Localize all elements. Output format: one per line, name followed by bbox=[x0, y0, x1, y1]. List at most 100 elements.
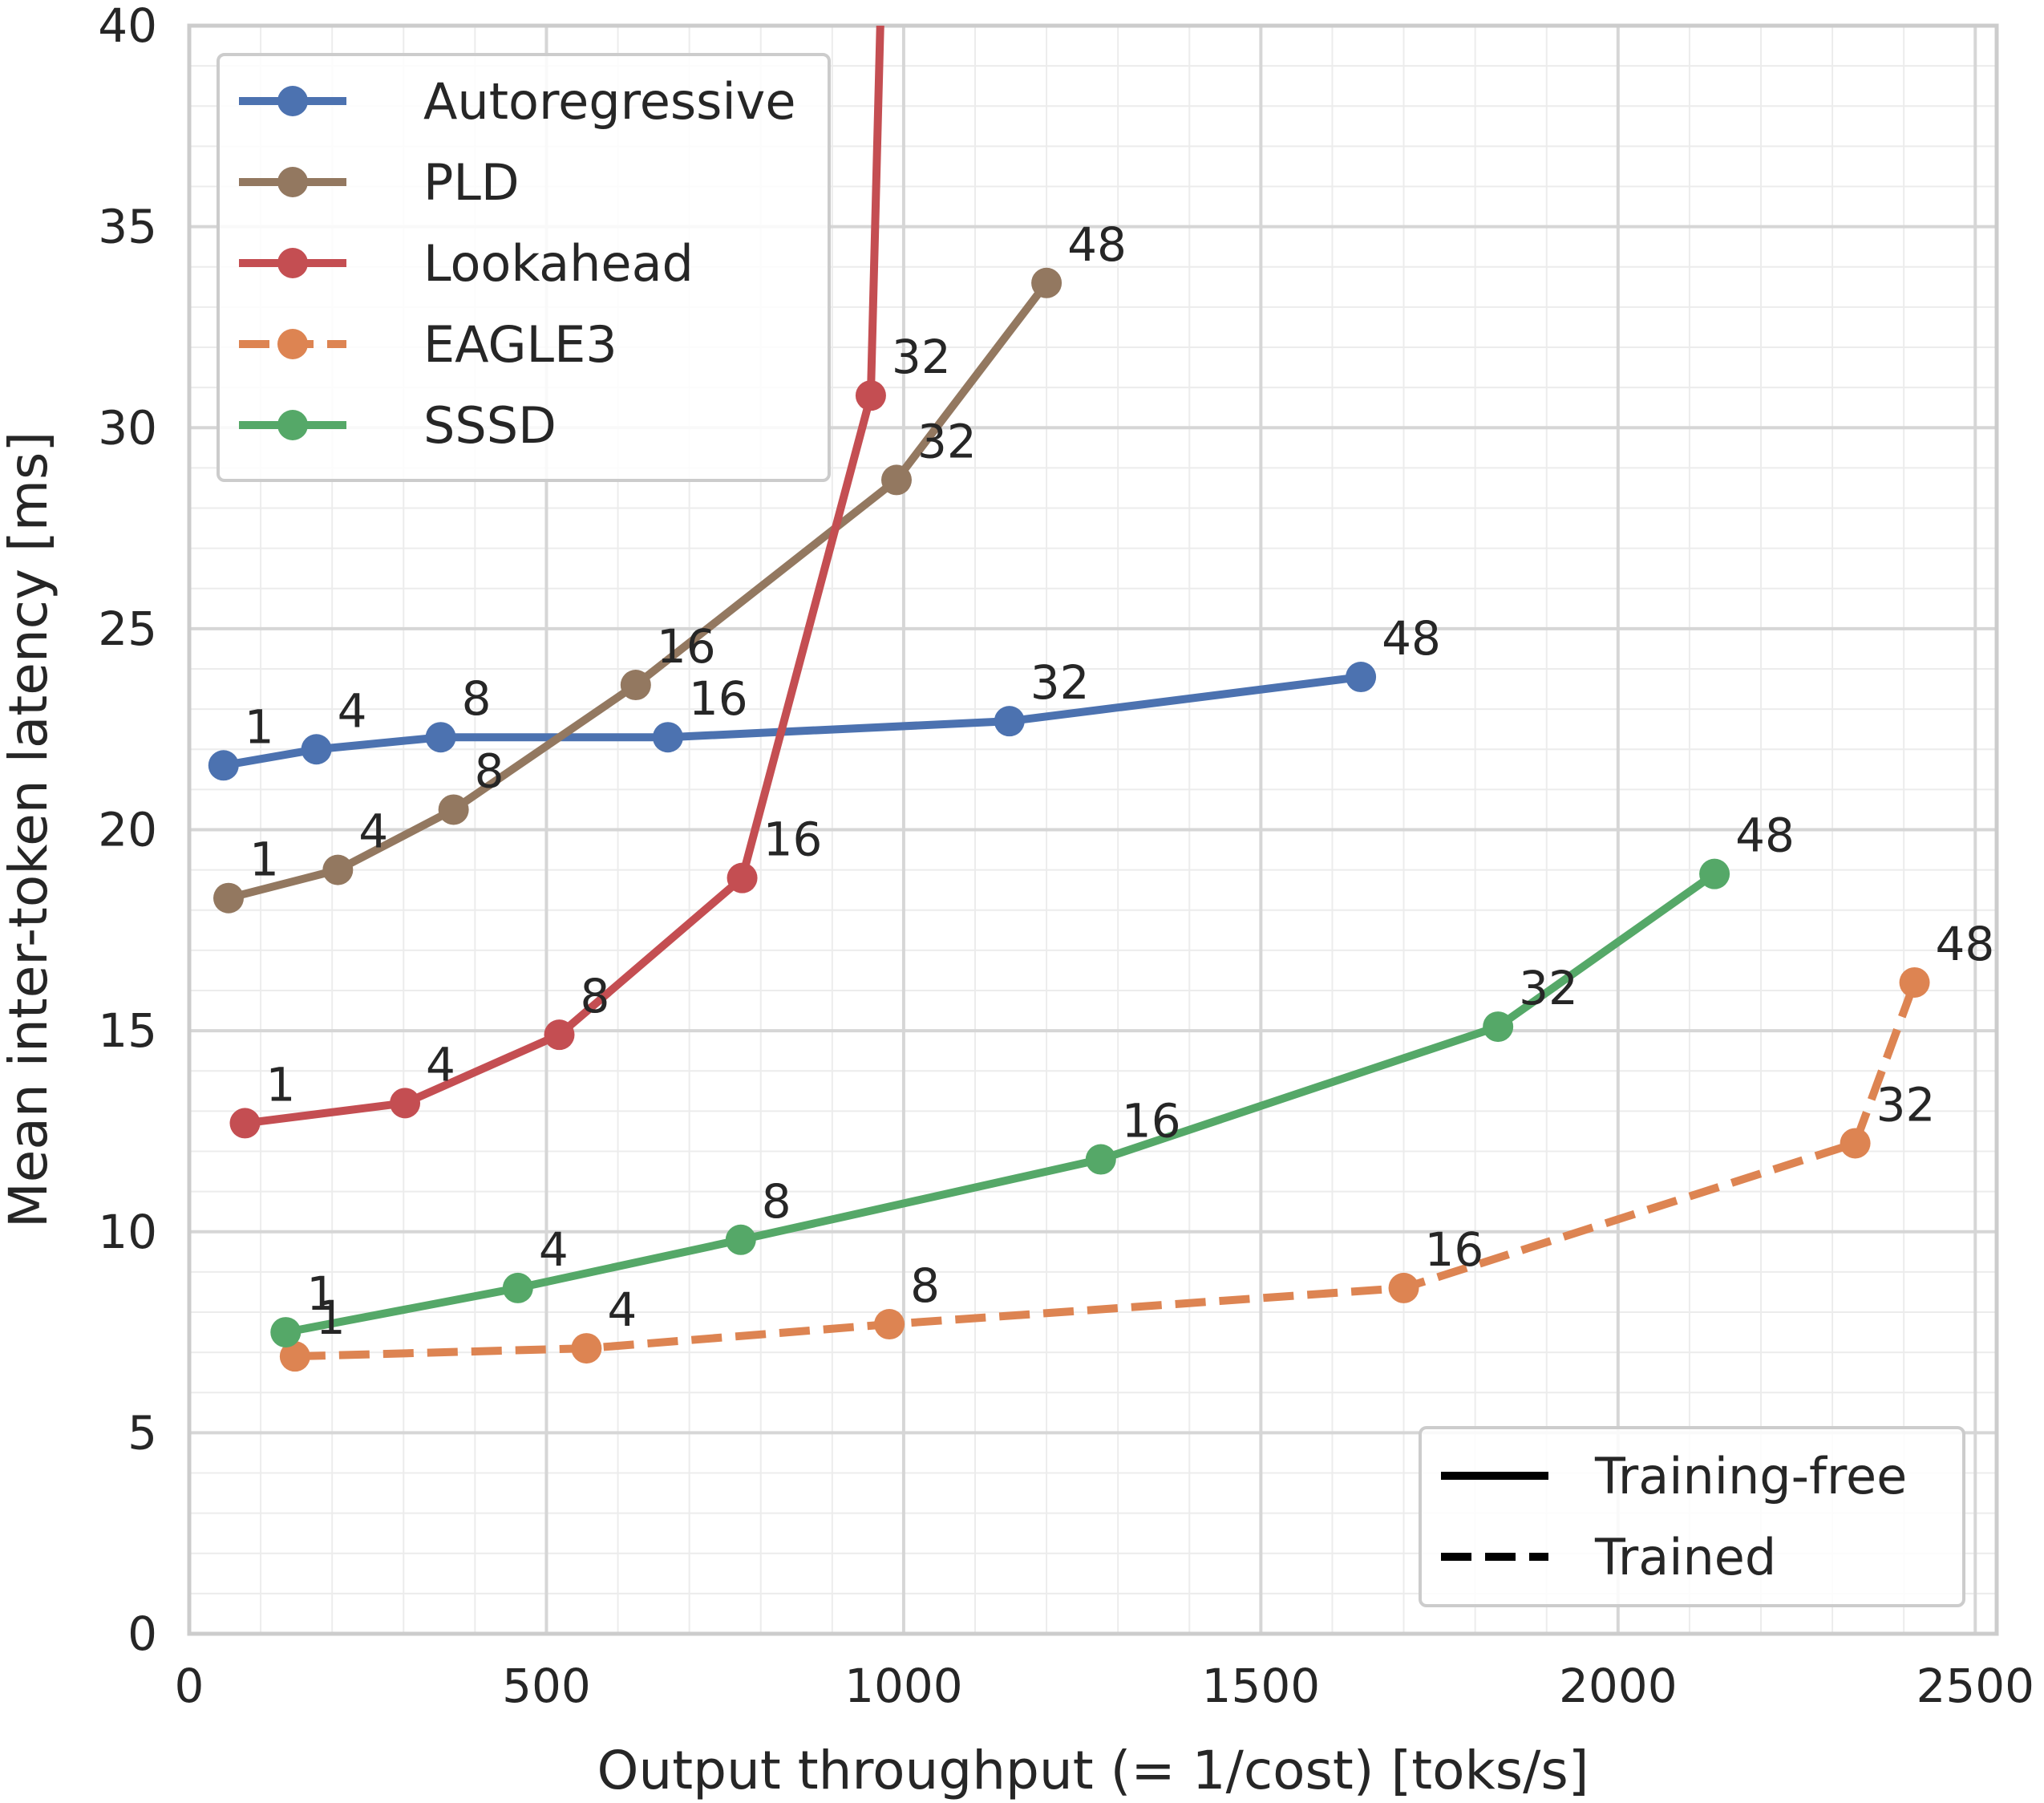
data-label-eagle3: 48 bbox=[1936, 917, 1995, 971]
series-legend: Autoregressive PLD Lookahead EAGLE3 SSSD bbox=[217, 53, 831, 482]
data-point-pld bbox=[438, 794, 469, 825]
data-label-autoregressive: 1 bbox=[245, 699, 274, 754]
y-tick-label: 15 bbox=[98, 1003, 157, 1058]
y-tick-label: 0 bbox=[127, 1606, 157, 1661]
data-point-eagle3 bbox=[279, 1341, 310, 1372]
plot-frame bbox=[187, 23, 1999, 1636]
data-point-eagle3 bbox=[1840, 1128, 1871, 1159]
style-legend-label-dashed: Trained bbox=[1594, 1528, 1776, 1586]
style-legend-label-solid: Training-free bbox=[1594, 1447, 1907, 1505]
series-sssd bbox=[270, 858, 1730, 1348]
data-point-lookahead bbox=[390, 1088, 421, 1119]
data-label-pld: 8 bbox=[475, 743, 504, 798]
data-label-lookahead: 1 bbox=[265, 1057, 295, 1112]
y-tick-label: 30 bbox=[98, 400, 157, 455]
data-label-lookahead: 8 bbox=[580, 969, 609, 1023]
data-label-pld: 32 bbox=[917, 414, 977, 468]
data-point-eagle3 bbox=[874, 1309, 905, 1340]
data-label-lookahead: 4 bbox=[426, 1037, 455, 1092]
legend-marker-autoregressive bbox=[277, 86, 308, 116]
data-point-sssd bbox=[502, 1272, 533, 1303]
y-tick-label: 40 bbox=[98, 0, 157, 53]
data-label-autoregressive: 8 bbox=[462, 671, 492, 726]
data-point-pld bbox=[1031, 267, 1062, 298]
legend-label-autoregressive: Autoregressive bbox=[423, 72, 796, 131]
data-label-sssd: 8 bbox=[762, 1174, 791, 1229]
data-point-eagle3 bbox=[1899, 966, 1930, 998]
data-label-eagle3: 16 bbox=[1425, 1222, 1484, 1277]
y-tick-label: 20 bbox=[98, 803, 157, 857]
data-point-sssd bbox=[725, 1224, 756, 1255]
data-point-lookahead bbox=[855, 380, 886, 411]
data-label-lookahead: 16 bbox=[763, 812, 823, 867]
legend-marker-pld bbox=[277, 167, 308, 197]
x-axis-title: Output throughput (= 1/cost) [toks/s] bbox=[597, 1740, 1589, 1801]
x-tick-label: 2500 bbox=[1916, 1659, 2034, 1713]
y-tick-label: 25 bbox=[98, 602, 157, 656]
data-point-pld bbox=[881, 464, 912, 496]
x-tick-label: 500 bbox=[502, 1659, 591, 1713]
data-point-lookahead bbox=[727, 862, 758, 893]
legend-marker-lookahead bbox=[277, 248, 308, 278]
data-label-eagle3: 32 bbox=[1876, 1077, 1936, 1132]
data-point-pld bbox=[213, 882, 244, 914]
style-legend-box bbox=[1419, 1426, 1965, 1607]
y-tick-label: 35 bbox=[98, 200, 157, 254]
x-tick-label: 2000 bbox=[1559, 1659, 1678, 1713]
x-tick-labels: 0 500 1000 1500 2000 2500 bbox=[175, 1659, 2035, 1713]
data-label-sssd: 1 bbox=[306, 1266, 336, 1321]
data-label-autoregressive: 16 bbox=[689, 671, 748, 726]
data-label-sssd: 32 bbox=[1519, 961, 1578, 1015]
legend-marker-eagle3 bbox=[277, 329, 308, 359]
data-label-autoregressive: 4 bbox=[338, 683, 367, 738]
data-label-sssd: 16 bbox=[1122, 1094, 1181, 1149]
legend-label-pld: PLD bbox=[423, 153, 520, 212]
data-label-pld: 4 bbox=[358, 804, 388, 859]
data-point-autoregressive bbox=[652, 722, 683, 753]
data-label-pld: 1 bbox=[249, 833, 279, 887]
data-label-eagle3: 1 bbox=[316, 1290, 346, 1345]
legend-marker-sssd bbox=[277, 410, 308, 440]
legend-box bbox=[217, 53, 831, 482]
series-line-sssd bbox=[281, 869, 1719, 1337]
x-tick-label: 1000 bbox=[844, 1659, 963, 1713]
y-tick-label: 10 bbox=[98, 1205, 157, 1259]
legend-label-sssd: SSSD bbox=[423, 396, 557, 455]
series-layer bbox=[208, 26, 1930, 1372]
series-line-lookahead bbox=[241, 26, 884, 1128]
data-label-eagle3: 8 bbox=[910, 1258, 940, 1313]
data-point-autoregressive bbox=[208, 750, 239, 781]
y-tick-labels: 0 5 10 15 20 25 30 35 40 bbox=[98, 0, 157, 1661]
data-point-autoregressive bbox=[425, 722, 456, 753]
data-point-autoregressive bbox=[994, 706, 1025, 737]
data-point-autoregressive bbox=[301, 734, 332, 765]
x-tick-label: 1500 bbox=[1202, 1659, 1321, 1713]
series-lookahead bbox=[229, 26, 886, 1139]
data-label-pld: 48 bbox=[1067, 217, 1127, 272]
data-label-eagle3: 4 bbox=[607, 1282, 637, 1337]
data-point-sssd bbox=[1483, 1011, 1514, 1043]
data-label-autoregressive: 48 bbox=[1382, 611, 1441, 666]
data-point-sssd bbox=[1699, 858, 1730, 889]
data-point-sssd bbox=[1085, 1144, 1116, 1175]
style-legend: Training-free Trained bbox=[1419, 1426, 1965, 1607]
data-label-sssd: 4 bbox=[539, 1222, 569, 1277]
data-label-sssd: 48 bbox=[1735, 808, 1795, 863]
y-axis-title: Mean inter-token latency [ms] bbox=[0, 432, 59, 1228]
data-label-pld: 16 bbox=[657, 619, 716, 674]
data-point-pld bbox=[322, 854, 354, 885]
y-tick-label: 5 bbox=[127, 1405, 157, 1460]
series-pld bbox=[213, 267, 1062, 914]
data-point-pld bbox=[620, 670, 651, 701]
legend-label-lookahead: Lookahead bbox=[423, 234, 694, 293]
data-point-lookahead bbox=[544, 1019, 575, 1051]
data-label-autoregressive: 32 bbox=[1030, 655, 1090, 710]
data-point-eagle3 bbox=[1388, 1272, 1419, 1303]
series-line-eagle3 bbox=[294, 981, 1919, 1361]
data-point-sssd bbox=[270, 1317, 302, 1348]
series-eagle3 bbox=[279, 966, 1930, 1372]
data-point-autoregressive bbox=[1346, 662, 1377, 693]
legend-label-eagle3: EAGLE3 bbox=[423, 315, 617, 374]
